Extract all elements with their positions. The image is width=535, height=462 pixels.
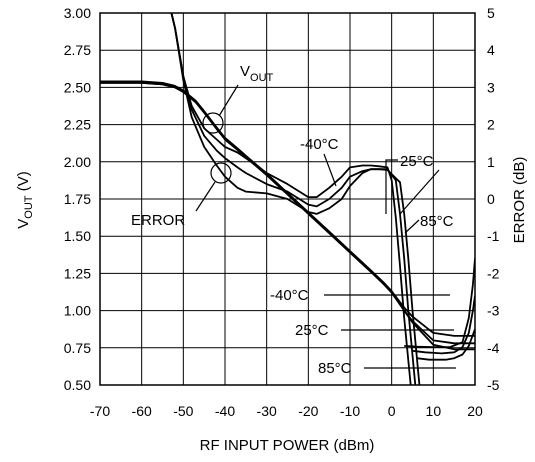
x-tick-label: -20 xyxy=(298,403,318,419)
y2-tick-label: 4 xyxy=(487,42,495,58)
temp-label-25-bot: 25°C xyxy=(295,322,329,339)
temp-label-25-top: 25°C xyxy=(400,153,434,170)
leader-25-top-b xyxy=(399,169,440,215)
y2-tick-label: 3 xyxy=(487,79,495,95)
x-tick-label: -30 xyxy=(257,403,277,419)
y-tick-label: 2.50 xyxy=(64,79,91,95)
x-tick-label: -40 xyxy=(215,403,235,419)
temp-label-m40-bot: -40°C xyxy=(270,287,309,304)
vout-line xyxy=(100,80,475,351)
x-tick-label: 20 xyxy=(467,403,483,419)
leader-25-top xyxy=(385,159,398,214)
y2-tick-labels: -5 -4 -3 -2 -1 0 1 2 3 4 5 xyxy=(487,5,500,393)
y-tick-label: 1.25 xyxy=(64,265,91,281)
chart-annotations: VOUT ERROR -40°C 25°C 85°C -40°C 25°C 85… xyxy=(131,63,456,377)
y2-tick-label: -2 xyxy=(487,265,500,281)
y-axis-title-sub: OUT xyxy=(23,195,35,219)
x-tick-label: -50 xyxy=(173,403,193,419)
y-tick-labels: 0.50 0.75 1.00 1.25 1.50 1.75 2.00 2.25 2.50 2.75… xyxy=(64,5,91,393)
y-tick-label: 2.25 xyxy=(64,117,91,133)
x-tick-label: 10 xyxy=(426,403,442,419)
y2-tick-label: -1 xyxy=(487,228,500,244)
vout-label: VOUT xyxy=(240,63,274,84)
chart-series xyxy=(100,13,475,385)
y-axis-title: VOUT (V) xyxy=(15,171,35,228)
error-callout-line xyxy=(195,181,216,212)
y-tick-label: 2.00 xyxy=(64,154,91,170)
y2-tick-label: 5 xyxy=(487,5,495,21)
error-line xyxy=(170,13,421,385)
vout-label-sub: OUT xyxy=(250,72,274,84)
error-line xyxy=(170,13,417,385)
x-axis-title: RF INPUT POWER (dBm) xyxy=(200,437,375,454)
y-tick-label: 2.75 xyxy=(64,42,91,58)
vout-label-main: V xyxy=(240,63,250,80)
y-tick-label: 0.75 xyxy=(64,340,91,356)
plot-frame xyxy=(99,12,476,386)
y-tick-label: 1.00 xyxy=(64,303,91,319)
x-tick-label: -70 xyxy=(90,403,110,419)
y2-axis-title: ERROR (dB) xyxy=(511,157,528,244)
y-tick-label: 0.50 xyxy=(64,377,91,393)
y2-tick-label: -3 xyxy=(487,303,500,319)
error-tail-line xyxy=(412,295,475,355)
y2-tick-label: 1 xyxy=(487,154,495,170)
y-tick-label: 3.00 xyxy=(64,5,91,21)
x-tick-labels: -70 -60 -50 -40 -30 -20 -10 0 10 20 xyxy=(90,403,483,419)
y2-tick-label: 2 xyxy=(487,117,495,133)
x-tick-label: 0 xyxy=(388,403,396,419)
y-axis-title-main: V xyxy=(15,219,32,229)
x-tick-label: -10 xyxy=(340,403,360,419)
vout-callout-line xyxy=(218,84,239,117)
error-label: ERROR xyxy=(131,212,185,229)
x-tick-label: -60 xyxy=(132,403,152,419)
y2-tick-label: -4 xyxy=(487,340,500,356)
vout-callout-circle xyxy=(202,112,224,134)
y2-tick-label: 0 xyxy=(487,191,495,207)
error-line xyxy=(170,13,412,385)
temp-label-85-bot: 85°C xyxy=(318,360,352,377)
y2-tick-label: -5 xyxy=(487,377,500,393)
error-tail-line xyxy=(404,258,475,349)
error-tail-line xyxy=(416,328,475,361)
leader-85-top xyxy=(404,219,420,234)
temp-label-85-top: 85°C xyxy=(420,213,454,230)
error-callout-circle xyxy=(210,162,232,184)
y-tick-label: 1.50 xyxy=(64,228,91,244)
y-tick-label: 1.75 xyxy=(64,191,91,207)
chart-axes xyxy=(99,12,476,386)
y-axis-title-unit: (V) xyxy=(15,171,32,195)
temp-label-m40-top: -40°C xyxy=(300,136,339,153)
leader-m40-top xyxy=(323,153,337,187)
